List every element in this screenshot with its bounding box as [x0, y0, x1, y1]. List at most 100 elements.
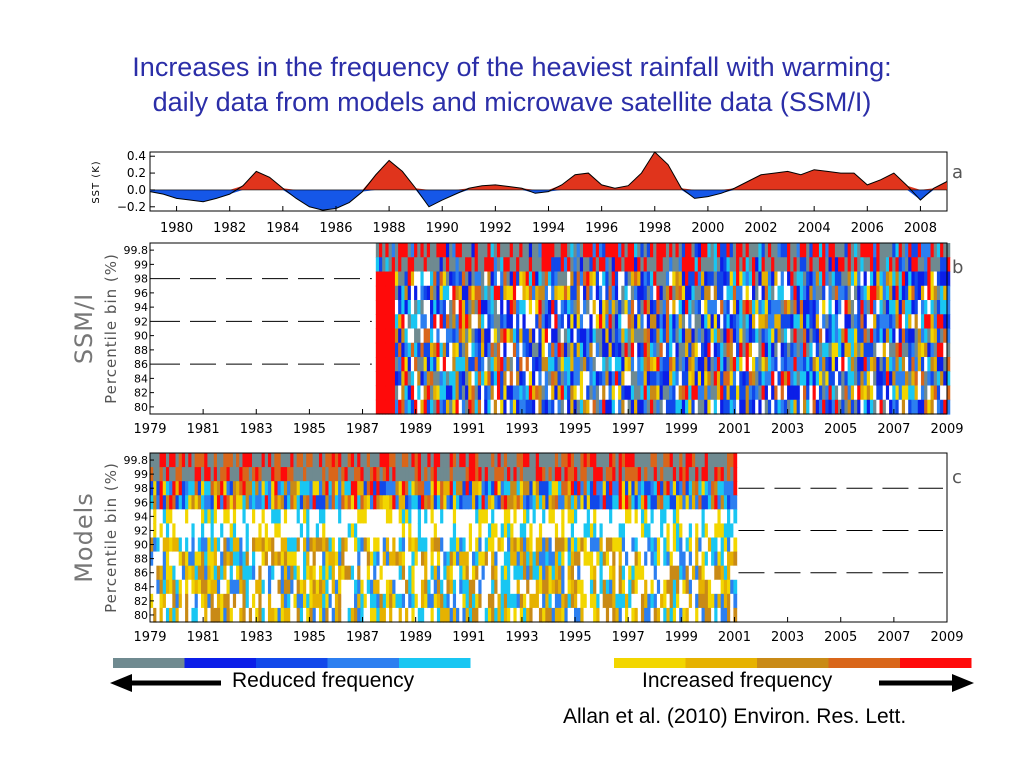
panel-c-cell	[350, 565, 355, 581]
panel-c-cell	[172, 607, 177, 623]
panel-b-cell	[398, 371, 402, 387]
panel-b-cell	[662, 285, 667, 301]
panel-c-cell	[471, 551, 476, 567]
panel-c-cell	[513, 579, 518, 595]
panel-c-cell	[229, 453, 234, 468]
panel-b-cell	[739, 257, 744, 273]
panel-c-cell	[197, 495, 202, 510]
panel-c-cell	[417, 495, 422, 510]
panel-c-cell	[446, 481, 451, 496]
panel-c-cell	[385, 523, 390, 539]
panel-c-cell	[507, 565, 511, 581]
panel-c-cell	[481, 495, 486, 510]
panel-b-cell	[818, 300, 823, 315]
panel-c-cell	[191, 481, 196, 496]
panel-c-cell	[334, 593, 339, 609]
panel-b-cell	[410, 328, 415, 344]
panel-c-cell	[513, 453, 518, 468]
panel-c-cell	[554, 523, 559, 539]
panel-b-cell	[752, 342, 756, 358]
panel-c-cell	[564, 509, 569, 525]
panel-c-cell	[420, 495, 425, 510]
panel-c-cell	[153, 467, 157, 482]
panel-b-cell	[815, 399, 820, 415]
panel-b-cell	[822, 300, 826, 315]
panel-c-cell	[411, 593, 416, 609]
panel-b-cell	[806, 257, 810, 273]
panel-c-cell	[663, 537, 668, 553]
panel-b-cell	[777, 342, 782, 358]
panel-b-cell	[691, 385, 696, 401]
panel-b-cell	[767, 357, 772, 372]
panel-c-cell	[484, 607, 489, 623]
panel-b-cell	[828, 314, 833, 330]
panel-c-cell	[181, 481, 186, 496]
panel-b-cell	[905, 342, 909, 358]
panel-c-cell	[220, 495, 224, 510]
panel-c-cell	[545, 523, 550, 539]
panel-b-cell	[401, 328, 406, 344]
panel-c-cell	[494, 565, 499, 581]
panel-c-cell	[255, 467, 259, 482]
panel-c-cell	[424, 593, 428, 609]
panel-b-cell	[783, 328, 788, 344]
panel-c-cell	[475, 481, 479, 496]
panel-b-cell	[391, 285, 396, 301]
panel-c-cell	[459, 453, 464, 468]
panel-c-cell	[583, 537, 588, 553]
panel-c-cell	[567, 453, 572, 468]
panel-b-cell	[752, 271, 756, 287]
panel-c-cell	[535, 453, 540, 468]
panel-c-cell	[631, 523, 636, 539]
panel-c-cell	[570, 565, 575, 581]
panel-b-cell	[924, 371, 928, 387]
panel-c-cell	[542, 551, 546, 567]
panel-b-cell	[547, 243, 552, 258]
panel-b-cell	[841, 385, 846, 401]
panel-c-cell	[583, 467, 588, 482]
panel-c-cell	[392, 467, 397, 482]
panel-c-cell	[334, 565, 339, 581]
panel-c-cell	[631, 593, 636, 609]
panel-b-cell	[694, 371, 699, 387]
panel-c-cell	[720, 481, 725, 496]
panel-c-cell	[334, 467, 339, 482]
panel-c-cell	[714, 551, 719, 567]
panel-b-cell	[436, 328, 441, 344]
panel-c-cell	[191, 523, 196, 539]
panel-b-cell	[700, 285, 705, 301]
panel-c-cell	[456, 551, 460, 567]
panel-b-cell	[933, 385, 938, 401]
panel-c-cell	[567, 537, 572, 553]
panel-b-cell	[420, 371, 425, 387]
panel-c-cell	[296, 453, 301, 468]
panel-b-cell	[854, 271, 858, 287]
panel-b-cell	[452, 300, 457, 315]
panel-b-cell	[815, 257, 820, 273]
panel-c-cell	[462, 579, 467, 595]
panel-c-cell	[733, 453, 738, 468]
panel-c-cell	[691, 607, 696, 623]
panel-b-cell	[579, 257, 584, 273]
panel-b-cell	[748, 328, 753, 344]
panel-b-cell	[468, 271, 473, 287]
panel-c-cell	[503, 509, 508, 525]
panel-c-cell	[277, 495, 282, 510]
panel-c-cell	[507, 481, 511, 496]
panel-b-cell	[649, 257, 654, 273]
panel-b-cell	[643, 243, 648, 258]
panel-b-cell	[477, 314, 482, 330]
panel-b-cell	[579, 328, 584, 344]
panel-c-cell	[701, 481, 706, 496]
panel-c-cell	[650, 481, 655, 496]
panel-b-cell	[404, 243, 409, 258]
panel-c-cell	[165, 509, 170, 525]
panel-b-cell	[752, 285, 756, 301]
panel-c-cell	[252, 523, 256, 539]
panel-b-cell	[873, 285, 877, 301]
panel-b-cell	[382, 257, 386, 273]
panel-c-cell	[232, 523, 237, 539]
panel-b-cell	[803, 328, 807, 344]
panel-c-cell	[580, 565, 585, 581]
panel-c-cell	[682, 523, 687, 539]
